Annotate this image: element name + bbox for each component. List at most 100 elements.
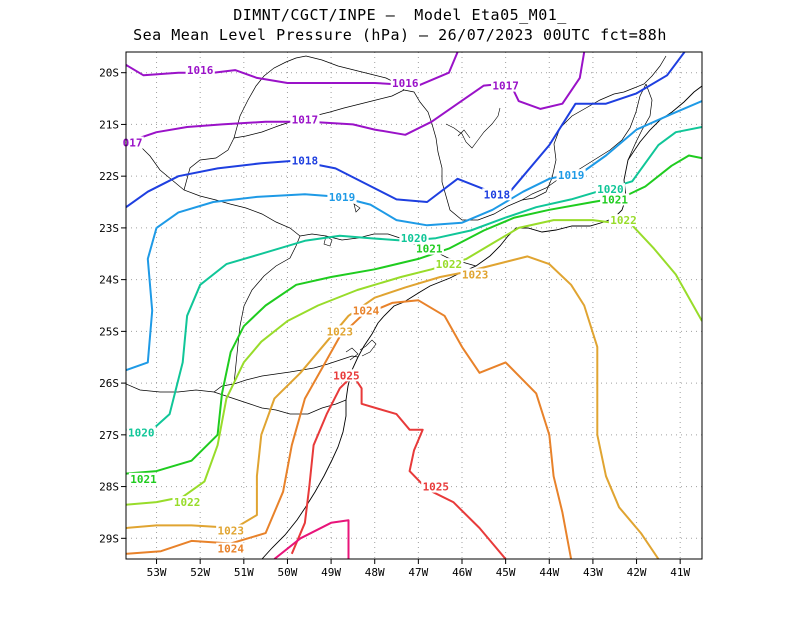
isobar-label-bg <box>556 169 586 182</box>
isobar-1020 <box>126 126 702 431</box>
isobar-label-1022: 1022 <box>610 214 637 227</box>
y-tick-label: 29S <box>99 532 119 545</box>
isobar-label-bg <box>121 136 144 149</box>
state-border-mg-es <box>627 83 653 161</box>
isobar-label-1021: 1021 <box>130 473 157 486</box>
country-border-west <box>233 235 301 385</box>
isobar-label-1018: 1018 <box>292 155 319 168</box>
isobar-label-1023: 1023 <box>217 525 244 538</box>
x-tick-label: 52W <box>190 566 210 579</box>
bay-outline <box>345 339 377 361</box>
state-border-ms-sp <box>183 137 235 191</box>
isobar-1017 <box>126 52 586 144</box>
state-border-mg-rj <box>521 83 647 201</box>
isobar-label-1019: 1019 <box>329 191 356 204</box>
isobar-label-1016: 1016 <box>187 64 214 77</box>
isobar-label-1020: 1020 <box>401 232 428 245</box>
isobar-label-bg <box>421 480 451 493</box>
isobar-label-bg <box>351 304 381 317</box>
map-title-line-2: Sea Mean Level Pressure (hPa) – 26/07/20… <box>133 26 667 44</box>
x-tick-label: 41W <box>670 566 690 579</box>
isobar-label-1018: 1018 <box>484 188 511 201</box>
grid-lines <box>126 52 702 559</box>
isobar-1025 <box>290 374 507 559</box>
isobar-label-1019: 1019 <box>558 169 585 182</box>
isobar-label-bg <box>460 268 490 281</box>
isobar-label-bg <box>434 258 464 271</box>
isobar-1026 <box>273 519 350 559</box>
x-tick-label: 45W <box>496 566 516 579</box>
isobar-label-1023: 1023 <box>462 268 489 281</box>
isobar-label-1021: 1021 <box>416 243 443 256</box>
isobar-1022 <box>126 219 702 506</box>
isobar-label-1022: 1022 <box>436 258 463 271</box>
isobar-label-bg <box>414 242 444 255</box>
isobar-label-bg <box>128 472 159 485</box>
isobar-label-1022: 1022 <box>174 496 201 509</box>
isobar-lines <box>126 52 702 559</box>
isobar-label-1020: 1020 <box>128 426 155 439</box>
x-tick-label: 50W <box>278 566 298 579</box>
y-tick-label: 25S <box>99 325 119 338</box>
y-tick-label: 21S <box>99 118 119 131</box>
isobar-label-bg <box>482 188 512 201</box>
isobar-label-bg <box>608 214 639 227</box>
x-tick-label: 46W <box>452 566 472 579</box>
isobar-label-bg <box>126 426 156 439</box>
isobar-label-bg <box>399 232 429 245</box>
state-border-ms-pr <box>127 139 301 237</box>
x-tick-label: 51W <box>234 566 254 579</box>
isobar-1019 <box>126 100 702 372</box>
isobar-label-bg <box>331 369 361 382</box>
x-tick-label: 47W <box>408 566 428 579</box>
y-tick-label: 26S <box>99 377 119 390</box>
x-tick-label: 53W <box>147 566 167 579</box>
isobar-label-1025: 1025 <box>423 481 450 494</box>
x-tick-label: 42W <box>627 566 647 579</box>
isobar-label-bg <box>185 64 215 77</box>
isobar-label-1017: 017 <box>123 137 143 150</box>
isobar-label-bg <box>327 190 357 203</box>
isobar-label-1023: 1023 <box>327 325 354 338</box>
y-tick-label: 28S <box>99 481 119 494</box>
y-tick-label: 22S <box>99 170 119 183</box>
state-border-go-mg <box>233 55 405 139</box>
isobar-1018 <box>126 52 686 209</box>
isobar-labels: 1016101601710171017101810181019101910201… <box>121 64 639 556</box>
isobar-label-bg <box>595 183 625 196</box>
reservoir-outline <box>445 107 501 149</box>
isobar-label-1025: 1025 <box>333 369 360 382</box>
state-border-rs-sc <box>126 383 347 415</box>
isobar-label-bg <box>325 325 355 338</box>
isobar-label-1024: 1024 <box>217 543 244 556</box>
isobar-label-1020: 1020 <box>597 183 624 196</box>
x-tick-label: 49W <box>321 566 341 579</box>
isobar-label-bg <box>290 113 320 126</box>
longitude-axis: 53W 52W 51W 50W 49W 48W 47W 46W 45W 44W 43W 42W 41W <box>147 559 690 579</box>
isobar-label-bg <box>216 542 246 555</box>
isobar-label-1016: 1016 <box>392 77 419 90</box>
isobar-label-bg <box>290 154 320 167</box>
island-outline <box>323 203 361 247</box>
y-tick-label: 27S <box>99 429 119 442</box>
x-tick-label: 44W <box>539 566 559 579</box>
map-title-line-1: DIMNT/CGCT/INPE – Model Eta05_M01_ <box>233 6 567 24</box>
x-tick-label: 48W <box>365 566 385 579</box>
x-tick-label: 43W <box>583 566 603 579</box>
isobar-label-bg <box>390 77 420 90</box>
isobar-label-bg <box>491 79 521 92</box>
isobar-label-bg <box>216 524 246 537</box>
isobar-label-bg <box>600 193 630 206</box>
y-tick-label: 24S <box>99 274 119 287</box>
coastline <box>261 85 702 559</box>
isobar-1016 <box>126 52 459 87</box>
isobar-1021 <box>126 154 702 475</box>
plot-frame <box>125 51 703 560</box>
isobar-label-bg <box>172 496 202 509</box>
state-border-sp-mg <box>233 55 667 221</box>
y-tick-label: 20S <box>99 67 119 80</box>
isobar-label-1021: 1021 <box>601 193 628 206</box>
isobar-label-1017: 1017 <box>292 113 319 126</box>
y-tick-label: 23S <box>99 222 119 235</box>
